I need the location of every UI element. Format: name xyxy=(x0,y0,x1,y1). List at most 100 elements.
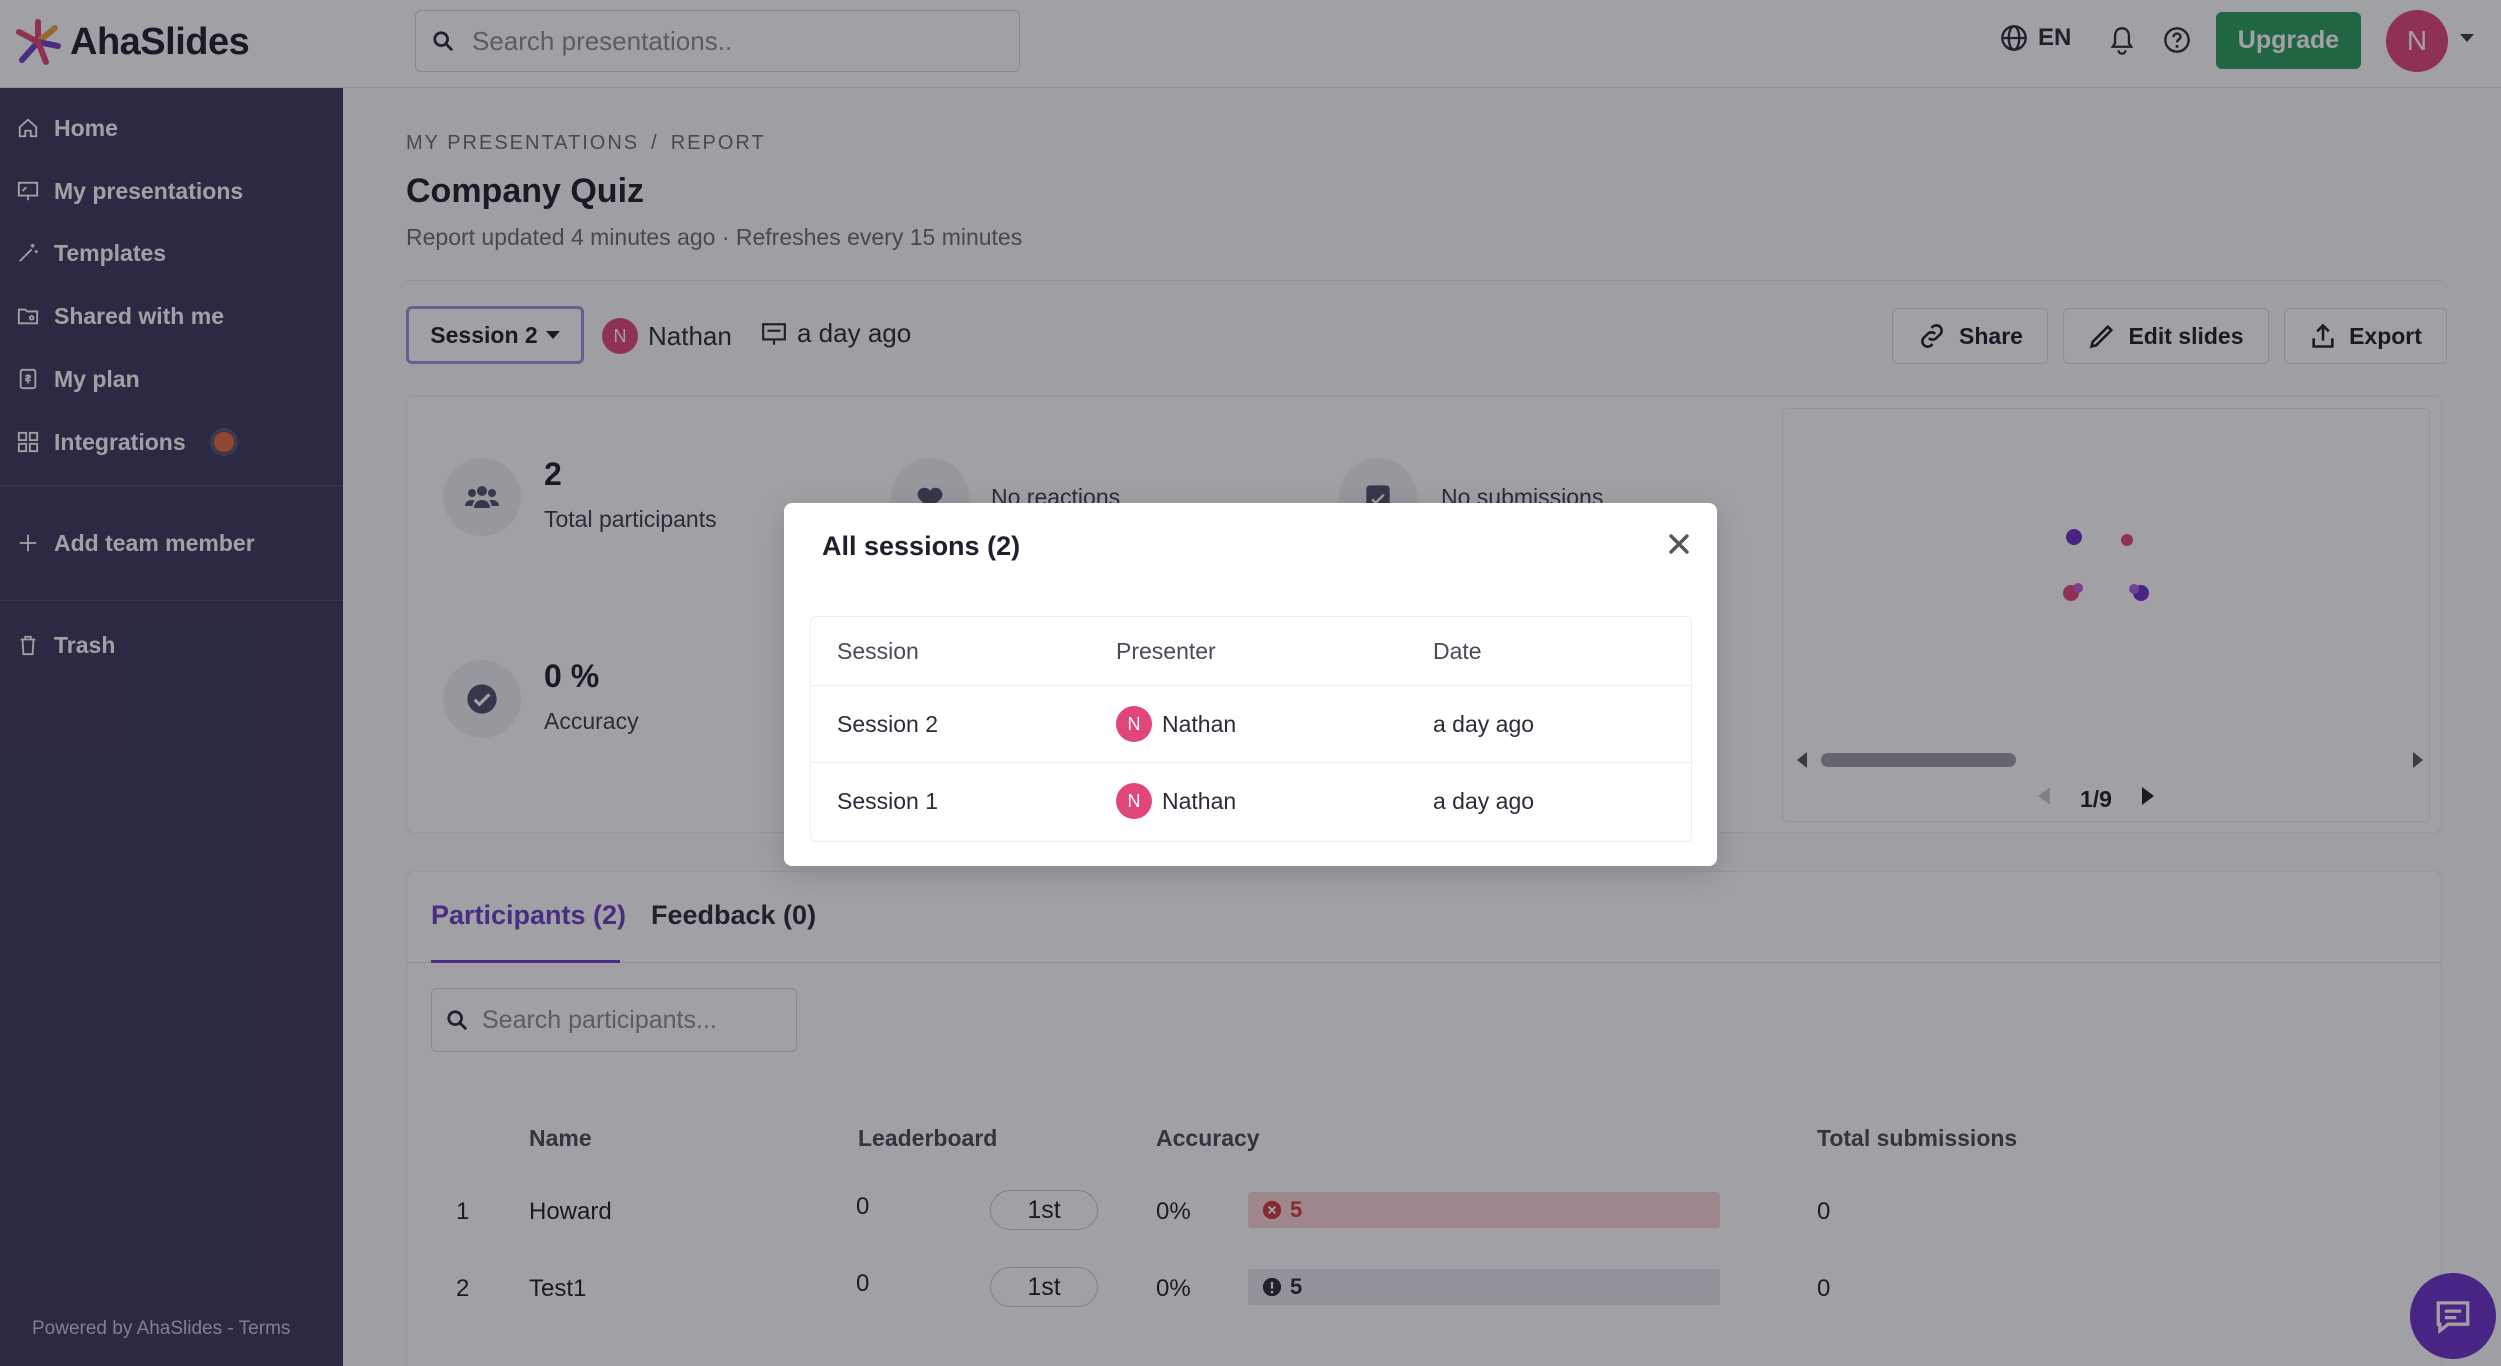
participant-name: Test1 xyxy=(529,1275,587,1302)
help-button[interactable] xyxy=(2163,26,2191,59)
chevron-down-icon[interactable] xyxy=(2460,34,2474,42)
export-label: Export xyxy=(2349,322,2422,349)
language-label: EN xyxy=(2038,24,2072,51)
presenter-avatar: N xyxy=(1116,706,1152,742)
plus-icon xyxy=(16,531,40,555)
close-icon[interactable] xyxy=(1664,529,1694,559)
presentation-date-icon xyxy=(762,322,786,345)
export-button[interactable]: Export xyxy=(2284,308,2447,364)
breadcrumb-separator: / xyxy=(651,132,659,154)
sidebar-item-my-plan[interactable]: My plan xyxy=(0,354,343,404)
page-title: Company Quiz xyxy=(406,172,645,210)
session-selector-label: Session 2 xyxy=(430,321,538,348)
participant-name: Howard xyxy=(529,1198,612,1225)
previous-slide-icon[interactable] xyxy=(2036,785,2052,813)
column-header-name[interactable]: Name xyxy=(529,1125,592,1151)
session-date-label: a day ago xyxy=(797,318,912,348)
accuracy-percent: 0% xyxy=(1156,1275,1191,1302)
sidebar-item-shared-with-me[interactable]: Shared with me xyxy=(0,291,343,341)
sidebar-divider xyxy=(0,600,343,601)
search-input[interactable] xyxy=(472,25,992,57)
sidebar-item-label: Home xyxy=(54,114,118,141)
session-row[interactable]: Session 2 N Nathan a day ago xyxy=(811,685,1693,761)
preview-dots-icon xyxy=(2063,529,2149,601)
column-header-accuracy[interactable]: Accuracy xyxy=(1156,1125,1260,1151)
slide-scrollbar[interactable] xyxy=(1793,748,2427,772)
sidebar-item-trash[interactable]: Trash xyxy=(0,620,343,670)
sidebar-item-label: My plan xyxy=(54,365,140,392)
sidebar-item-home[interactable]: Home xyxy=(0,103,343,153)
session-date: a day ago xyxy=(1433,787,1535,814)
participants-icon xyxy=(443,458,521,536)
sidebar-item-integrations[interactable]: Integrations xyxy=(0,417,343,467)
column-header-date: Date xyxy=(1433,637,1482,664)
upload-icon xyxy=(2312,323,2334,348)
sidebar-item-templates[interactable]: Templates xyxy=(0,228,343,278)
sidebar-item-label: Shared with me xyxy=(54,302,224,329)
globe-icon xyxy=(2001,25,2027,51)
search-icon xyxy=(433,31,454,52)
leaderboard-score: 0 xyxy=(856,1270,870,1297)
presenter-avatar: N xyxy=(1116,783,1152,819)
app-logo[interactable]: AhaSlides xyxy=(14,18,250,66)
sessions-table: Session Presenter Date Session 2 N Natha… xyxy=(810,616,1693,842)
session-row[interactable]: Session 1 N Nathan a day ago xyxy=(811,762,1693,838)
participant-search-input[interactable] xyxy=(482,1005,782,1035)
magic-wand-icon xyxy=(16,241,40,265)
column-header-leaderboard[interactable]: Leaderboard xyxy=(858,1125,998,1151)
tabs-divider xyxy=(406,962,2442,963)
powered-by-link[interactable]: Powered by AhaSlides xyxy=(32,1318,223,1339)
presentation-search xyxy=(415,10,1020,72)
breadcrumb: MY PRESENTATIONS / REPORT xyxy=(406,132,766,155)
plan-icon xyxy=(16,367,40,391)
sidebar-item-label: Trash xyxy=(54,631,116,658)
slide-pager-label: 1/9 xyxy=(2080,785,2112,812)
bell-icon xyxy=(2110,27,2134,55)
caret-down-icon xyxy=(545,331,560,339)
accuracy-value: 0 % xyxy=(544,658,600,694)
language-selector[interactable]: EN xyxy=(2000,24,2071,52)
notifications-button[interactable] xyxy=(2108,26,2136,61)
column-header-session: Session xyxy=(837,637,919,664)
session-selector[interactable]: Session 2 xyxy=(406,306,584,364)
search-icon xyxy=(447,1010,468,1031)
column-header-total-submissions[interactable]: Total submissions xyxy=(1817,1125,2018,1151)
trash-icon xyxy=(16,633,40,657)
sidebar-item-my-presentations[interactable]: My presentations xyxy=(0,166,343,216)
rank-pill: 1st xyxy=(990,1190,1098,1230)
participants-label: Total participants xyxy=(544,506,717,532)
grid-icon xyxy=(16,430,40,454)
sidebar-item-label: Templates xyxy=(54,239,167,266)
edit-slides-button[interactable]: Edit slides xyxy=(2063,308,2269,364)
incorrect-count: 5 xyxy=(1290,1197,1303,1222)
unanswered-count: 5 xyxy=(1290,1274,1303,1299)
shared-folder-icon xyxy=(16,304,40,328)
session-name: Session 1 xyxy=(837,787,939,814)
column-header-presenter: Presenter xyxy=(1116,637,1216,664)
terms-link[interactable]: Terms xyxy=(238,1318,291,1339)
presenter-name: Nathan xyxy=(648,320,732,351)
session-presenter-cell: N Nathan xyxy=(1116,686,1236,762)
breadcrumb-report: REPORT xyxy=(670,132,766,154)
upgrade-button[interactable]: Upgrade xyxy=(2216,12,2361,69)
add-team-member-button[interactable]: Add team member xyxy=(0,518,343,568)
accuracy-label: Accuracy xyxy=(544,708,639,734)
chat-support-button[interactable] xyxy=(2410,1273,2496,1359)
presenter-avatar: N xyxy=(602,318,638,354)
leaderboard-score: 0 xyxy=(856,1193,870,1220)
share-button[interactable]: Share xyxy=(1892,308,2048,364)
chat-icon xyxy=(2436,1301,2470,1334)
breadcrumb-my-presentations[interactable]: MY PRESENTATIONS xyxy=(406,132,640,154)
user-avatar[interactable]: N xyxy=(2386,10,2448,72)
submissions-count: 0 xyxy=(1817,1275,1831,1302)
tab-feedback[interactable]: Feedback (0) xyxy=(651,900,817,930)
next-slide-icon[interactable] xyxy=(2140,785,2156,813)
row-index: 1 xyxy=(456,1198,470,1225)
row-index: 2 xyxy=(456,1275,470,1302)
x-circle-icon xyxy=(1262,1200,1282,1220)
session-date: a day ago xyxy=(1433,710,1535,737)
session-presenter-cell: N Nathan xyxy=(1116,763,1236,839)
accuracy-bar-incorrect: 5 xyxy=(1248,1192,1720,1228)
tab-participants[interactable]: Participants (2) xyxy=(431,900,627,930)
session-name: Session 2 xyxy=(837,710,939,737)
